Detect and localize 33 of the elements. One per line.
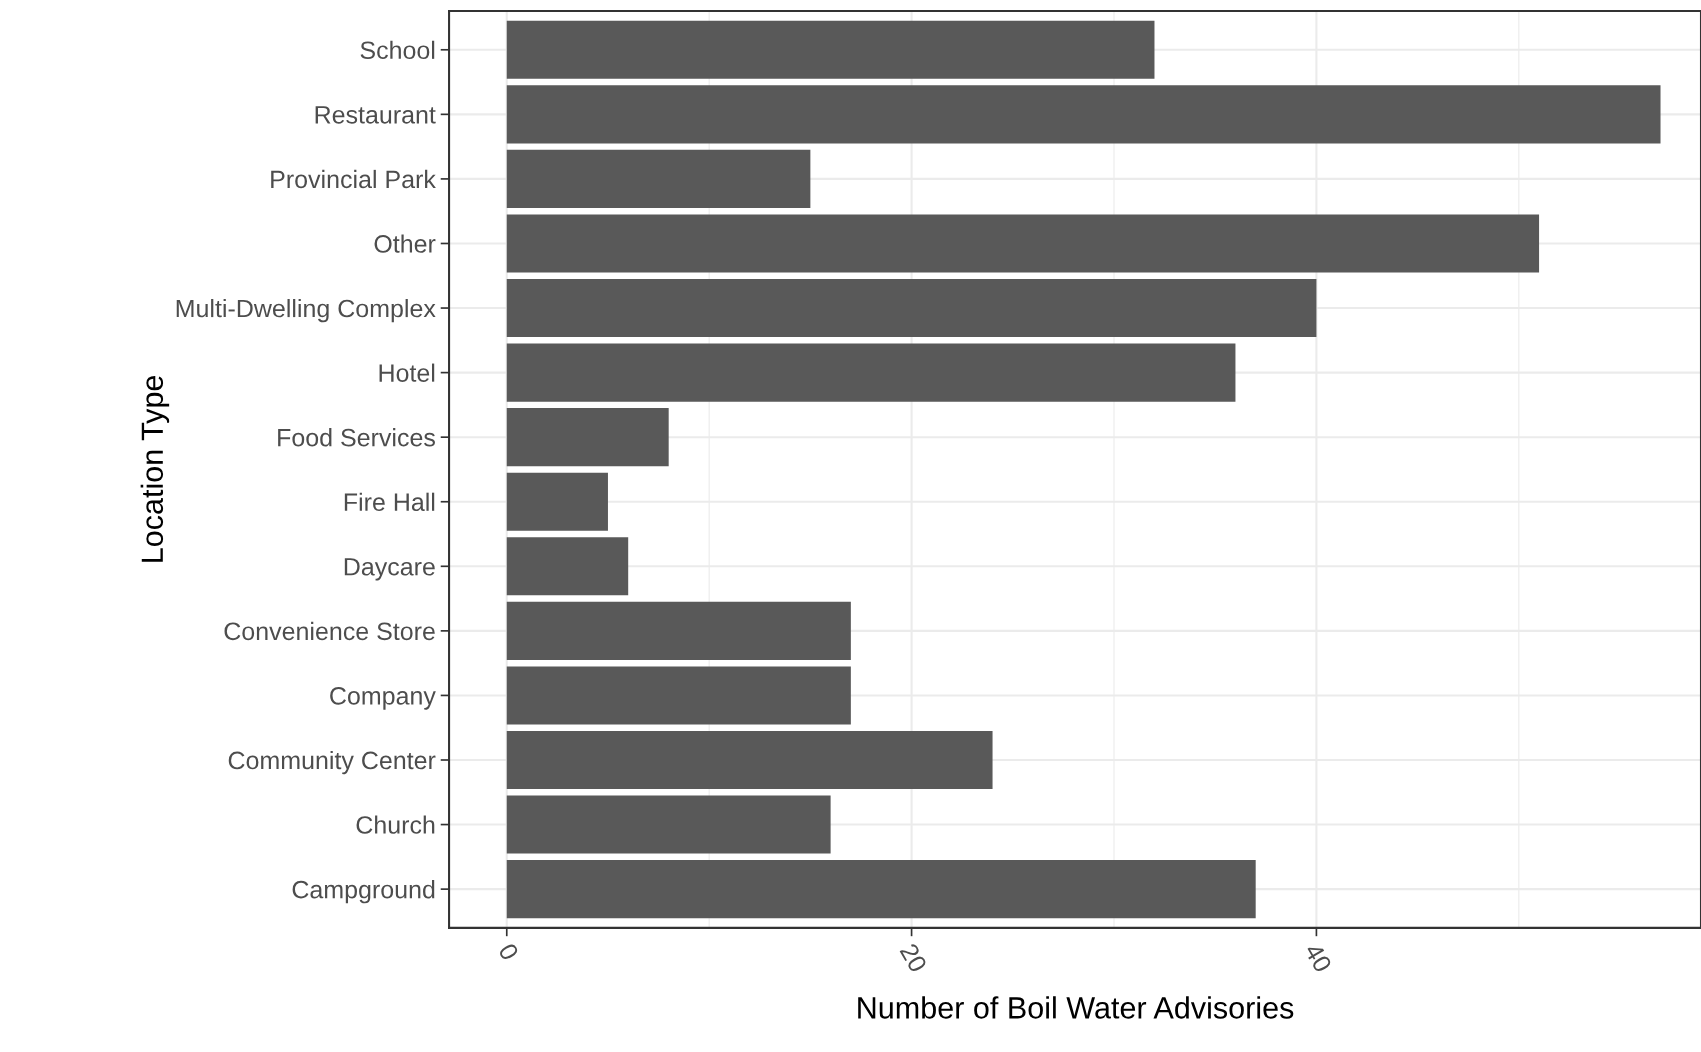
y-tick-label: Food Services <box>278 428 435 447</box>
y-tick-label: School <box>360 40 435 60</box>
y-tick-label: Provincial Park <box>271 169 436 189</box>
y-tick-label: Hotel <box>379 363 435 382</box>
x-tick-label: 0 <box>497 942 520 962</box>
y-tick-label: Community Center <box>228 750 436 775</box>
bar <box>506 149 811 208</box>
bar <box>506 795 831 854</box>
bar <box>506 278 1317 338</box>
x-tick-label: 40 <box>1303 941 1333 974</box>
x-tick-label: 20 <box>899 942 928 974</box>
bar <box>506 343 1236 402</box>
x-axis-title: Number of Boil Water Advisories <box>858 996 1294 1019</box>
y-tick-label: Campground <box>292 880 435 904</box>
bar <box>506 860 1256 919</box>
bar <box>506 472 608 531</box>
y-tick-label: Restaurant <box>315 106 436 124</box>
y-tick-label: Convenience Store <box>224 621 435 641</box>
bar <box>506 730 993 790</box>
bar <box>506 666 851 725</box>
y-axis-title: Location Type <box>140 375 170 562</box>
bar <box>506 601 851 660</box>
y-tick-label: Fire Hall <box>344 492 435 512</box>
bar <box>506 408 669 467</box>
bar <box>506 214 1540 273</box>
y-tick-label: Multi-Dwelling Complex <box>176 298 436 323</box>
bar <box>506 537 629 596</box>
y-tick-label: Daycare <box>344 558 435 581</box>
bar <box>506 85 1661 144</box>
y-tick-label: Church <box>356 815 435 834</box>
bar <box>506 20 1155 79</box>
y-tick-label: Company <box>330 687 436 710</box>
y-tick-label: Other <box>374 234 436 253</box>
